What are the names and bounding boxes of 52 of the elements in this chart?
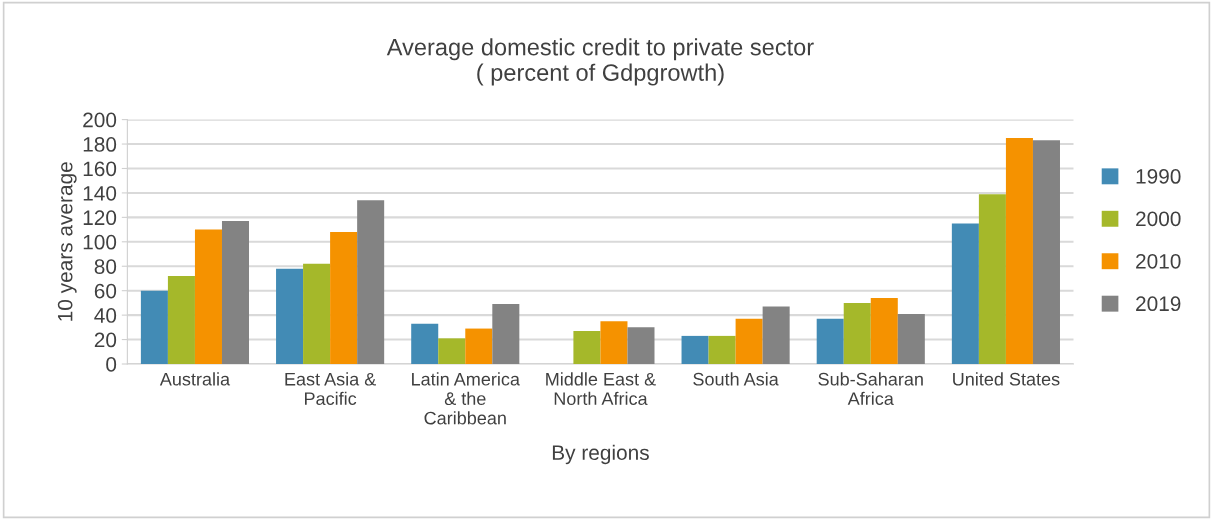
y-tick-label: 80 — [94, 259, 117, 274]
legend-label: 2000 — [1136, 211, 1181, 227]
bar — [870, 298, 898, 364]
bar — [330, 232, 358, 364]
bar — [681, 335, 709, 364]
bar — [221, 221, 250, 364]
bar — [140, 290, 168, 364]
bar — [978, 194, 1006, 364]
bar — [167, 276, 195, 364]
y-tick-label: 140 — [83, 185, 117, 201]
bar — [573, 331, 601, 364]
bar — [843, 302, 871, 364]
bar — [951, 223, 979, 364]
x-tick-label: East Asia & Pacific — [285, 372, 376, 406]
bar — [735, 318, 763, 364]
x-tick-label: Australia — [159, 372, 231, 386]
bar — [303, 263, 331, 364]
bar — [762, 306, 790, 364]
bar — [438, 338, 466, 364]
x-tick-label: Middle East & North Africa — [546, 372, 656, 406]
bar — [276, 268, 304, 364]
legend-label: 1990 — [1136, 169, 1181, 184]
bar — [465, 328, 493, 364]
bar — [411, 323, 439, 364]
y-tick-label: 160 — [83, 161, 117, 177]
y-tick-label: 0 — [106, 357, 117, 372]
legend-label: 2010 — [1136, 253, 1181, 269]
bar — [357, 200, 385, 364]
x-tick-label: Latin America & the Caribbean — [412, 372, 520, 425]
bar — [897, 313, 925, 364]
y-tick-label: 40 — [94, 308, 117, 323]
bar — [600, 321, 628, 364]
y-tick-label: 100 — [83, 234, 117, 250]
bar — [1005, 137, 1033, 364]
y-tick-label: 60 — [94, 283, 117, 299]
y-tick-label: 200 — [83, 112, 117, 128]
chart-title: Average domestic credit to private sector ( percent of Gdpgrowth) — [386, 38, 814, 86]
bar — [492, 304, 520, 364]
x-tick-label: United States — [953, 372, 1060, 386]
legend-label: 2019 — [1136, 296, 1181, 312]
bar — [194, 229, 222, 364]
x-axis-title: By regions — [552, 444, 649, 465]
x-tick-label: Sub-Saharan Africa — [818, 372, 923, 406]
y-tick-label: 20 — [94, 332, 117, 348]
y-tick-label: 180 — [83, 137, 117, 152]
x-tick-label: South Asia — [693, 372, 779, 386]
bar — [708, 335, 736, 364]
y-tick-label: 120 — [83, 210, 117, 226]
y-axis-title: 10 years average — [57, 162, 77, 321]
bar — [1032, 140, 1060, 364]
bar — [816, 318, 844, 364]
bar — [627, 327, 655, 364]
